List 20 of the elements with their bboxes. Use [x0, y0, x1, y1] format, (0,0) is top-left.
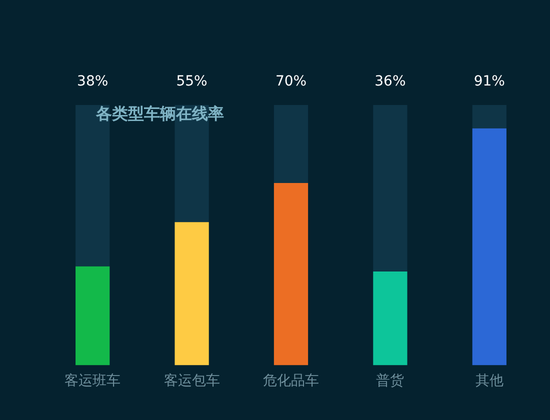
- data-label: 91%: [474, 74, 505, 90]
- data-label: 36%: [374, 74, 406, 90]
- x-tick-label: 客运班车: [64, 373, 121, 390]
- data-label: 70%: [275, 74, 307, 90]
- bar: [373, 272, 408, 366]
- bar: [472, 105, 506, 128]
- x-tick-label: 危化品车: [263, 373, 319, 390]
- bar: [472, 128, 506, 366]
- bar: [174, 222, 209, 366]
- bar: [174, 105, 209, 222]
- chart-title: 各类型车辆在线率: [96, 104, 224, 125]
- x-tick-label: 其他: [475, 373, 504, 390]
- bar: [274, 183, 308, 366]
- data-label: 55%: [176, 74, 208, 90]
- bar: [373, 105, 408, 272]
- x-tick-label: 客运包车: [164, 373, 220, 390]
- bar: [274, 105, 308, 184]
- x-tick-label: 普货: [376, 372, 404, 390]
- data-label: 38%: [77, 74, 108, 90]
- bar: [76, 266, 110, 366]
